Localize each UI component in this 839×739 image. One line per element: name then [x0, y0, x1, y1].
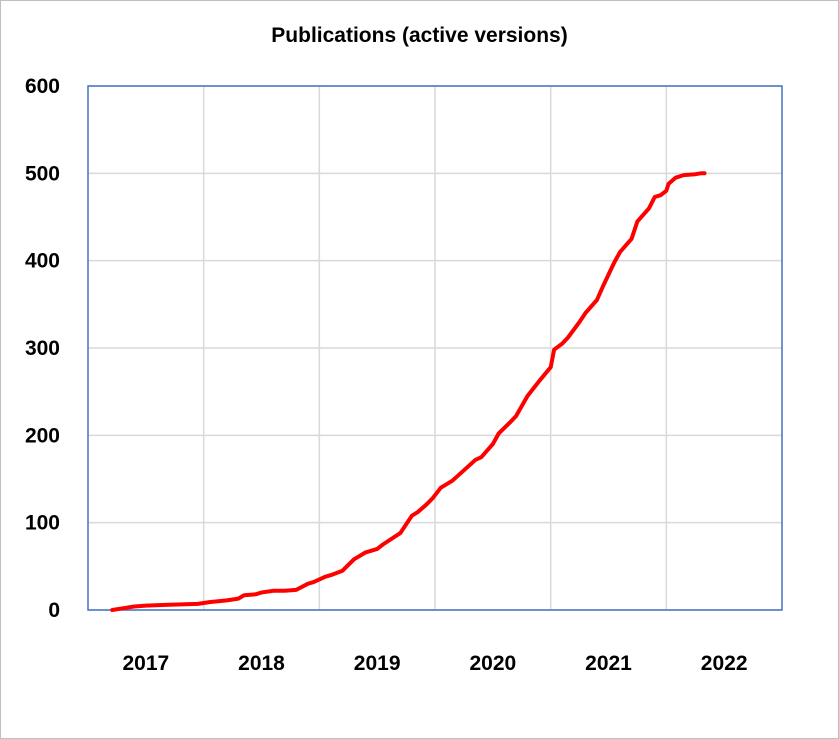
x-tick-label: 2020 — [469, 652, 516, 675]
y-tick-label: 600 — [25, 75, 60, 98]
x-tick-label: 2021 — [585, 652, 632, 675]
x-tick-label: 2022 — [701, 652, 748, 675]
y-tick-label: 100 — [25, 512, 60, 535]
y-tick-label: 500 — [25, 162, 60, 185]
x-tick-label: 2018 — [238, 652, 285, 675]
x-axis: 2017 2018 2019 2020 2021 2022 — [122, 652, 747, 675]
y-tick-label: 300 — [25, 337, 60, 360]
y-tick-label: 400 — [25, 250, 60, 273]
x-tick-label: 2019 — [354, 652, 401, 675]
y-tick-label: 0 — [48, 599, 60, 622]
chart-title: Publications (active versions) — [271, 24, 568, 47]
y-axis: 0 100 200 300 400 500 600 — [25, 75, 60, 622]
plot-area-border — [87, 85, 783, 611]
grid — [88, 85, 782, 611]
y-tick-label: 200 — [25, 424, 60, 447]
series-line — [110, 171, 707, 612]
x-tick-label: 2017 — [122, 652, 169, 675]
